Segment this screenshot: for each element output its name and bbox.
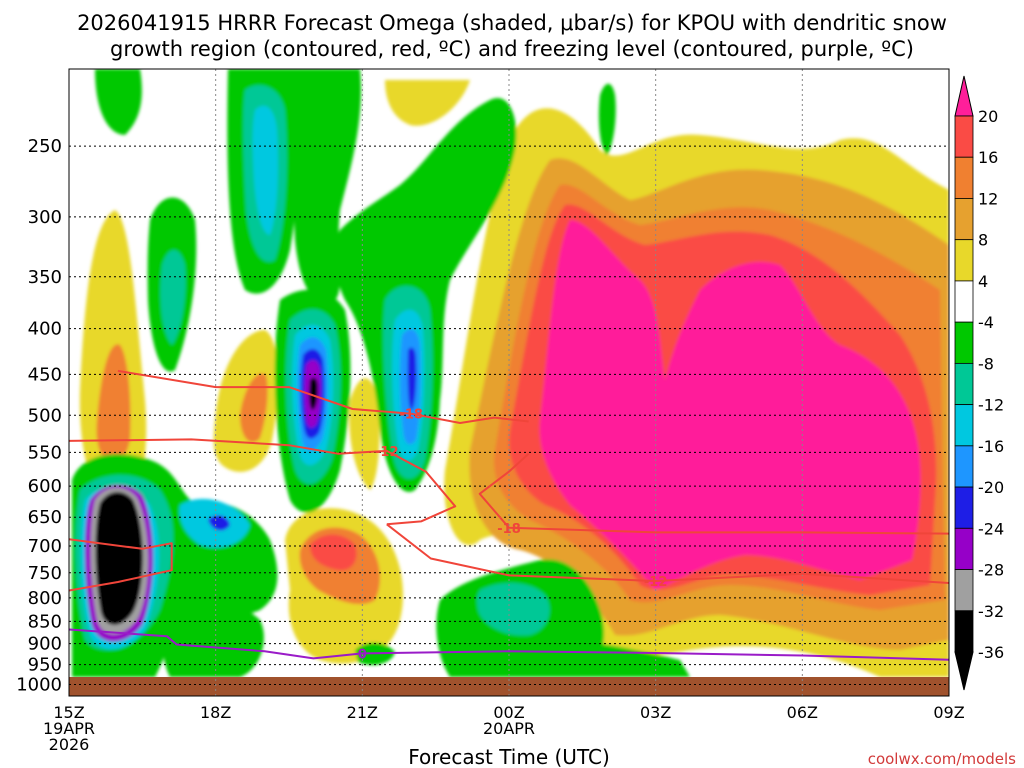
plot-frame (68, 68, 950, 697)
colorbar-label: 16 (978, 148, 998, 167)
contour-line (386, 523, 949, 584)
contour-line (69, 538, 173, 592)
colorbar-label: 12 (978, 189, 998, 208)
colorbar-segment (954, 198, 974, 241)
x-tick-label: 18Z (200, 703, 231, 722)
y-tick-label: 950 (28, 655, 62, 676)
chart-title-line-1: 2026041915 HRRR Forecast Omega (shaded, … (77, 11, 947, 35)
omega-negative-black-mid-col (309, 377, 318, 410)
x-tick-label: 20APR (483, 719, 535, 738)
omega-positive-cell-3c (310, 534, 357, 571)
colorbar-label: -20 (978, 478, 1004, 497)
contour-label: -12 (375, 445, 399, 460)
colorbar: 20 16 12 8 4 -4 -8 -12 -16 -20 -24 -28 -32 -36 (954, 75, 1004, 691)
omega-shading (72, 69, 949, 677)
omega-negative-green-mid (162, 598, 264, 677)
colorbar-label: 4 (978, 272, 988, 291)
colorbar-label: -12 (978, 396, 1004, 415)
chart-title-line-2: growth region (contoured, red, ºC) and f… (110, 37, 914, 61)
colorbar-label: -36 (978, 643, 1004, 662)
colorbar-segment (954, 280, 974, 323)
colorbar-segment (954, 445, 974, 488)
y-tick-label: 400 (28, 319, 62, 340)
colorbar-label: -24 (978, 519, 1004, 538)
contours: -18 -12 -18 -12 0 (69, 369, 949, 662)
y-tick-label: 700 (28, 536, 62, 557)
x-axis-title: Forecast Time (UTC) (408, 745, 610, 768)
colorbar-label: 8 (978, 231, 988, 250)
colorbar-segment (954, 362, 974, 406)
omega-positive-20 (539, 220, 921, 590)
omega-negative-darkblue-center (407, 347, 417, 410)
contour-line (478, 452, 949, 535)
contour-line (69, 628, 949, 661)
omega-negative-cyan-col2 (252, 105, 279, 235)
x-tick-label: 00Z (493, 703, 524, 722)
colorbar-segment (954, 486, 974, 529)
omega-negative-green-lower2 (555, 640, 690, 677)
omega-negative-green-col3 (293, 69, 361, 303)
colorbar-segment (954, 610, 974, 653)
omega-negative-black-left (95, 492, 143, 625)
contour-line (69, 438, 457, 526)
x-tick-label: 06Z (787, 703, 818, 722)
contour-label: -12 (644, 575, 668, 590)
y-axis-tick-labels: 2503003504004505005506006507007508008509… (16, 136, 62, 695)
y-tick-label: 300 (28, 207, 62, 228)
y-tick-label: 650 (28, 507, 62, 528)
colorbar-label: -8 (978, 354, 994, 373)
colorbar-segment (954, 404, 974, 447)
colorbar-segment (954, 321, 974, 364)
y-tick-label: 750 (28, 563, 62, 584)
colorbar-segment (954, 527, 974, 570)
contour-line (117, 369, 529, 424)
colorbar-segment (954, 569, 974, 612)
source-credit: coolwx.com/models (868, 750, 1016, 768)
x-tick-label: 15Z (53, 703, 84, 722)
omega-negative-teal-lower (476, 583, 550, 636)
x-tick-label: 19APR (43, 719, 95, 738)
contour-label: -18 (497, 522, 521, 537)
y-tick-label: 550 (28, 442, 62, 463)
omega-negative-green-center (334, 98, 517, 492)
ground-strip (69, 677, 949, 696)
omega-negative-green-top-left (95, 69, 142, 135)
y-tick-label: 1000 (16, 675, 62, 696)
y-tick-label: 250 (28, 136, 62, 157)
x-tick-label: 03Z (640, 703, 671, 722)
colorbar-label: 20 (978, 107, 998, 126)
omega-negative-blue-cell (208, 515, 230, 531)
x-tick-label: 21Z (347, 703, 378, 722)
contour-label: 0 (358, 647, 367, 662)
omega-positive-cell-2b (240, 373, 268, 443)
y-tick-label: 450 (28, 364, 62, 385)
grid-lines (69, 69, 949, 696)
colorbar-segment (954, 156, 974, 199)
y-tick-label: 350 (28, 267, 62, 288)
colorbar-segment (954, 115, 974, 158)
y-tick-label: 600 (28, 476, 62, 497)
x-tick-label: 2026 (49, 735, 90, 754)
omega-negative-teal-col1 (160, 250, 186, 345)
omega-positive-cell-4 (385, 80, 470, 126)
colorbar-segment (954, 239, 974, 282)
y-tick-label: 900 (28, 634, 62, 655)
x-tick-label: 09Z (933, 703, 964, 722)
y-tick-label: 800 (28, 588, 62, 609)
colorbar-label: -32 (978, 602, 1004, 621)
y-tick-label: 500 (28, 405, 62, 426)
colorbar-label: -4 (978, 313, 994, 332)
colorbar-top-arrow (954, 75, 974, 117)
colorbar-label: -28 (978, 561, 1004, 580)
y-tick-label: 850 (28, 611, 62, 632)
plot-area: -18 -12 -18 -12 0 (68, 68, 950, 697)
contour-label: -18 (399, 408, 423, 423)
omega-positive-cell-5 (349, 378, 380, 490)
colorbar-bottom-arrow (954, 651, 974, 691)
omega-negative-green-top-right (598, 83, 616, 155)
colorbar-label: -16 (978, 437, 1004, 456)
